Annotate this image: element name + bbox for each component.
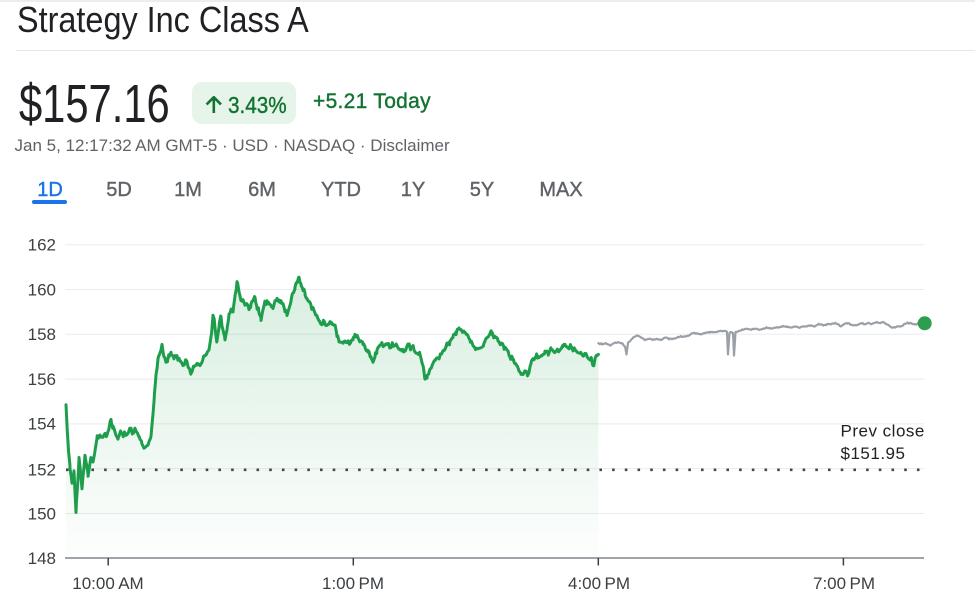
svg-text:1:00 PM: 1:00 PM (322, 574, 384, 593)
svg-text:150: 150 (28, 504, 56, 523)
svg-text:148: 148 (28, 549, 56, 568)
svg-text:4:00 PM: 4:00 PM (568, 574, 630, 593)
svg-text:154: 154 (28, 415, 56, 434)
svg-text:156: 156 (28, 370, 56, 389)
svg-text:162: 162 (28, 236, 56, 255)
svg-text:10:00 AM: 10:00 AM (72, 574, 143, 593)
svg-text:Prev close: Prev close (841, 421, 925, 440)
svg-text:152: 152 (28, 461, 56, 480)
svg-text:158: 158 (28, 325, 56, 344)
svg-text:$151.95: $151.95 (841, 444, 906, 463)
svg-text:160: 160 (28, 280, 56, 299)
svg-text:7:00 PM: 7:00 PM (813, 574, 875, 593)
